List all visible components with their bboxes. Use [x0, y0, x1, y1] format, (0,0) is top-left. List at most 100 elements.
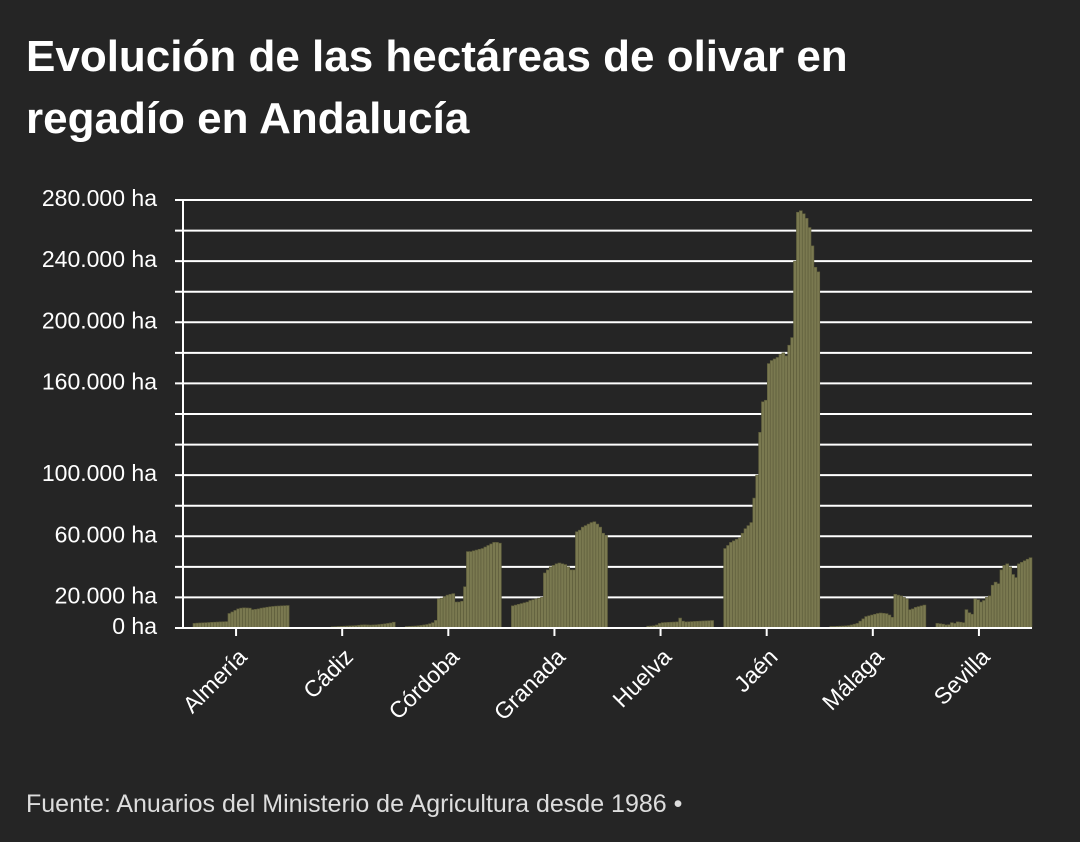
bar [964, 609, 969, 629]
bar [569, 569, 573, 629]
bar [469, 551, 473, 629]
bar [710, 620, 714, 629]
bar [543, 572, 547, 629]
bar [1028, 557, 1033, 629]
bar [557, 562, 562, 629]
bar [445, 594, 450, 629]
bar [434, 620, 438, 629]
x-tick-label: Granada [489, 643, 571, 725]
bar [595, 523, 600, 629]
bar [993, 581, 998, 629]
y-tick-label: 0 ha [112, 613, 157, 639]
bar [575, 531, 579, 629]
bar [707, 620, 712, 629]
bar [436, 598, 441, 629]
bar [448, 594, 453, 629]
bar [492, 542, 496, 629]
bar [916, 606, 921, 629]
bar [537, 597, 541, 629]
bar [758, 432, 762, 629]
bar [534, 598, 538, 629]
bar [451, 593, 456, 629]
bar [495, 542, 499, 629]
bar [265, 606, 270, 629]
bar [858, 620, 863, 629]
x-tick-label: Cádiz [298, 643, 358, 703]
bar [583, 525, 588, 629]
bar [233, 610, 237, 629]
bar [896, 594, 900, 629]
bar [764, 399, 768, 629]
chart: 0 ha 20.000 ha 60.000 ha 100.000 ha 160.000 … [42, 185, 1033, 725]
bar [554, 563, 559, 629]
y-tick-label: 20.000 ha [55, 583, 158, 609]
bar [810, 245, 815, 629]
bar [589, 522, 594, 629]
bar [908, 609, 912, 629]
y-tick-label: 60.000 ha [55, 521, 158, 547]
bar [778, 354, 783, 629]
bar [793, 260, 797, 629]
bar [540, 597, 544, 629]
bar [598, 526, 602, 629]
bar [274, 605, 278, 629]
source: Fuente: Anuarios del Ministerio de Agric… [26, 790, 683, 818]
bar [772, 358, 777, 629]
bar [548, 566, 553, 629]
bar [519, 603, 524, 629]
bar [486, 545, 491, 629]
x-tick-label: Málaga [817, 643, 889, 715]
bar [531, 599, 535, 629]
x-tick-label: Córdoba [383, 643, 464, 724]
bar [253, 609, 258, 629]
bar [1025, 558, 1030, 629]
bar [511, 605, 515, 629]
bar [775, 357, 780, 629]
bar [796, 211, 800, 629]
bar [1005, 563, 1009, 629]
y-tick-label: 200.000 ha [42, 307, 157, 333]
bar [592, 521, 597, 629]
bar [466, 551, 470, 629]
bar [1002, 565, 1007, 629]
bar [878, 612, 883, 629]
bar [463, 586, 467, 629]
bar [867, 615, 871, 629]
bar [737, 537, 742, 629]
bar [701, 620, 706, 629]
bar [873, 613, 877, 629]
bar [285, 605, 290, 629]
bar [695, 620, 700, 629]
bar [242, 607, 246, 629]
bar [282, 605, 287, 629]
bar [248, 607, 252, 629]
bar [876, 613, 880, 629]
bar [787, 344, 791, 629]
bar [752, 497, 756, 629]
bar [460, 600, 464, 629]
bar [280, 605, 284, 629]
bar [480, 548, 485, 629]
bar [580, 526, 585, 629]
bar [729, 542, 733, 629]
bar [578, 529, 582, 629]
bar [439, 597, 444, 629]
bar [801, 213, 806, 629]
bar [262, 607, 267, 629]
bar [990, 584, 995, 629]
bar [698, 620, 703, 629]
x-tick-label: Almería [177, 643, 252, 718]
y-tick-label: 100.000 ha [42, 460, 157, 486]
bar [522, 602, 527, 629]
x-tick-label: Huelva [607, 643, 676, 712]
bar [919, 605, 924, 629]
bar [755, 474, 759, 629]
bar [483, 546, 488, 629]
bar [678, 617, 682, 629]
bar [749, 522, 754, 629]
bar [1020, 561, 1024, 629]
bar [474, 549, 479, 629]
bar [726, 545, 730, 629]
bar [454, 601, 458, 629]
